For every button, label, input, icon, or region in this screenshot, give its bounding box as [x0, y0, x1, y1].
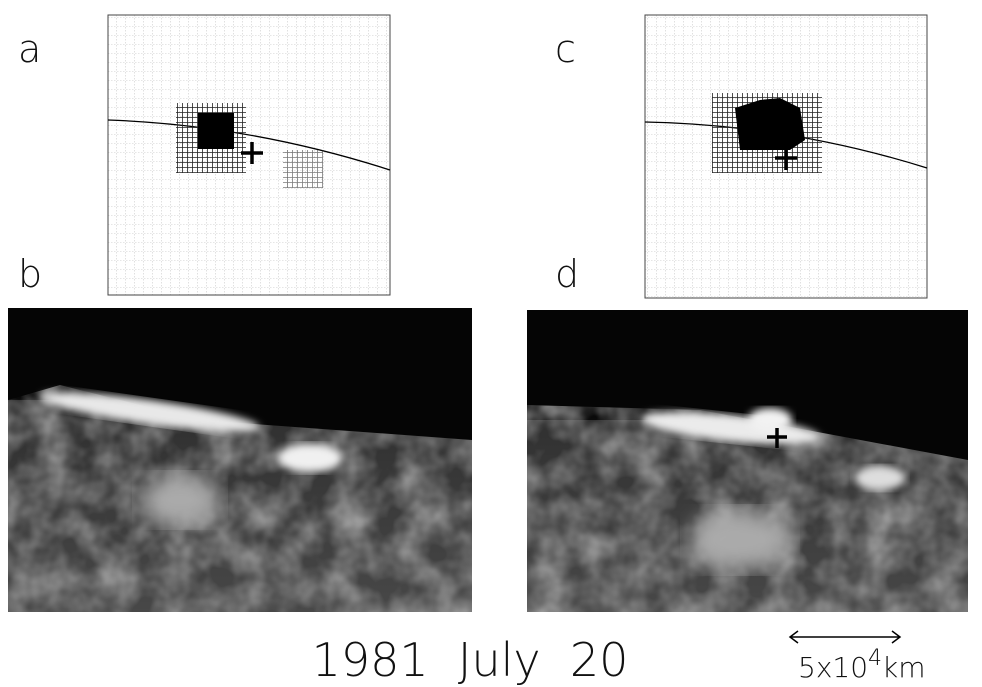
scale-arrow: [788, 630, 902, 644]
panel-label: d: [555, 252, 579, 296]
panel-a-map: [107, 14, 391, 296]
panel-c-map: [644, 14, 928, 299]
panel-b-image: [8, 308, 472, 612]
panel-label: b: [18, 252, 42, 296]
caption: 1981 July 20: [312, 633, 629, 687]
scale-unit: km: [882, 651, 926, 684]
panel-label: a: [18, 27, 41, 71]
scale-label: 5x104km: [798, 646, 926, 684]
scale-mantissa: 5x10: [798, 651, 868, 684]
scale-exponent: 4: [868, 646, 882, 671]
panel-d-image: [527, 310, 968, 612]
panel-label: c: [555, 27, 576, 71]
